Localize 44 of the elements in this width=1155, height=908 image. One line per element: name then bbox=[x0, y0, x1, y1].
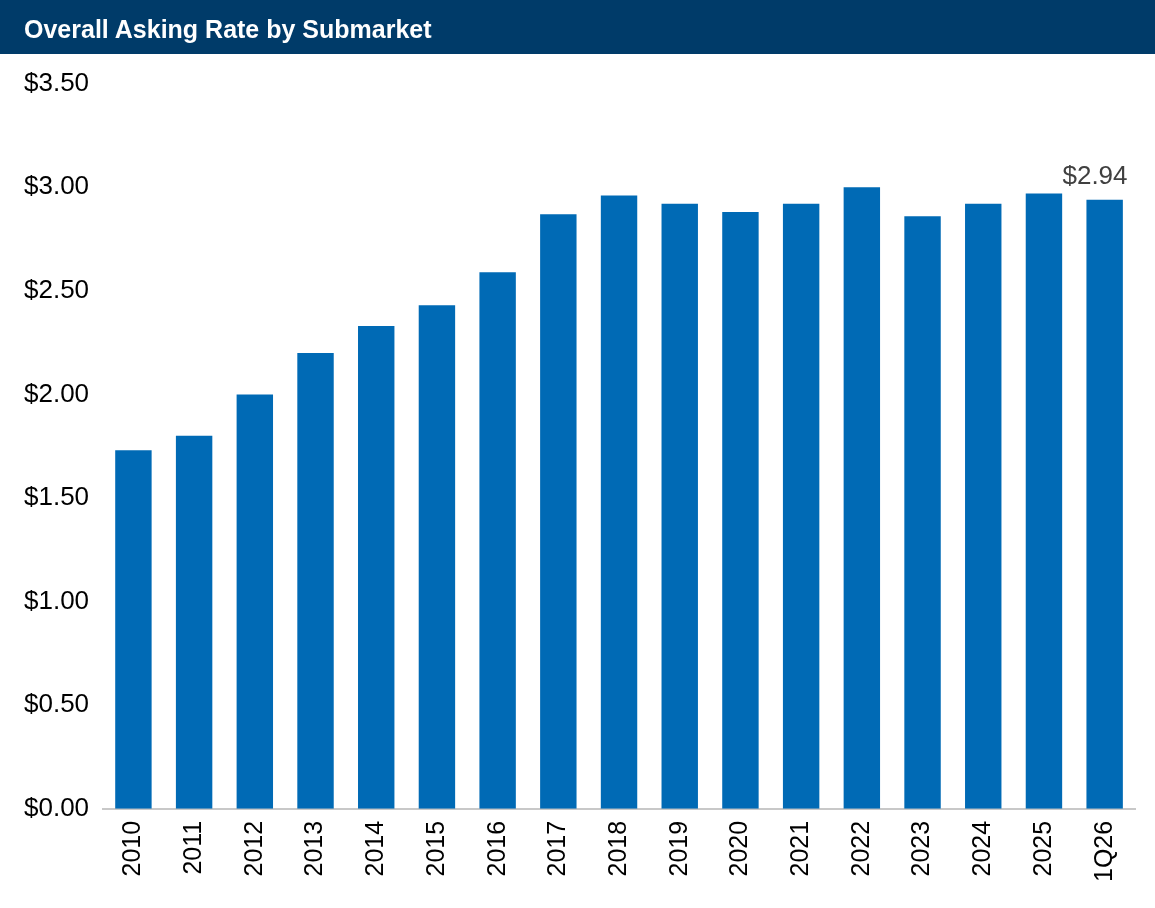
x-tick-label: 2016 bbox=[481, 820, 510, 877]
x-tick-label: 2025 bbox=[1027, 820, 1056, 877]
bar bbox=[1086, 199, 1123, 809]
y-tick-label: $0.00 bbox=[23, 792, 90, 823]
x-tick-label: 2017 bbox=[542, 820, 571, 877]
x-tick-label: 2018 bbox=[602, 820, 631, 877]
x-tick-label: 2023 bbox=[906, 820, 935, 877]
y-tick-label: $1.00 bbox=[23, 584, 90, 615]
bar bbox=[722, 212, 759, 809]
bar bbox=[175, 435, 213, 809]
x-tick-label: 1Q26 bbox=[1088, 820, 1117, 883]
x-tick-label: 2024 bbox=[967, 820, 996, 877]
y-tick-label: $3.00 bbox=[23, 170, 90, 201]
bar bbox=[600, 195, 638, 809]
x-tick-label: 2011 bbox=[178, 820, 207, 875]
data-label: $2.94 bbox=[1062, 159, 1128, 190]
bar bbox=[418, 305, 456, 809]
x-tick-label: 2021 bbox=[785, 820, 814, 877]
bar bbox=[236, 394, 274, 809]
bar bbox=[358, 326, 395, 809]
y-tick-label: $3.50 bbox=[23, 66, 90, 97]
bar bbox=[297, 352, 334, 809]
x-tick-label: 2015 bbox=[420, 820, 449, 877]
chart-title: Overall Asking Rate by Submarket bbox=[0, 0, 1155, 54]
x-tick-label: 2020 bbox=[724, 820, 753, 877]
bar bbox=[965, 203, 1002, 809]
y-tick-label: $0.50 bbox=[23, 688, 90, 719]
x-tick-label: 2014 bbox=[360, 820, 389, 877]
bar bbox=[1025, 193, 1063, 809]
y-tick-label: $2.00 bbox=[23, 377, 90, 408]
bar bbox=[843, 187, 881, 809]
x-tick-label: 2019 bbox=[663, 820, 692, 877]
bar bbox=[661, 203, 698, 809]
x-tick-label: 2012 bbox=[238, 820, 267, 877]
bar bbox=[479, 272, 516, 809]
bar bbox=[904, 216, 941, 809]
bar bbox=[540, 214, 577, 809]
y-tick-label: $1.50 bbox=[23, 481, 90, 512]
x-tick-label: 2010 bbox=[117, 820, 146, 877]
x-tick-label: 2013 bbox=[299, 820, 328, 877]
bar bbox=[115, 450, 152, 809]
x-tick-label: 2022 bbox=[845, 820, 874, 877]
bar bbox=[782, 203, 820, 809]
y-tick-label: $2.50 bbox=[23, 273, 90, 304]
